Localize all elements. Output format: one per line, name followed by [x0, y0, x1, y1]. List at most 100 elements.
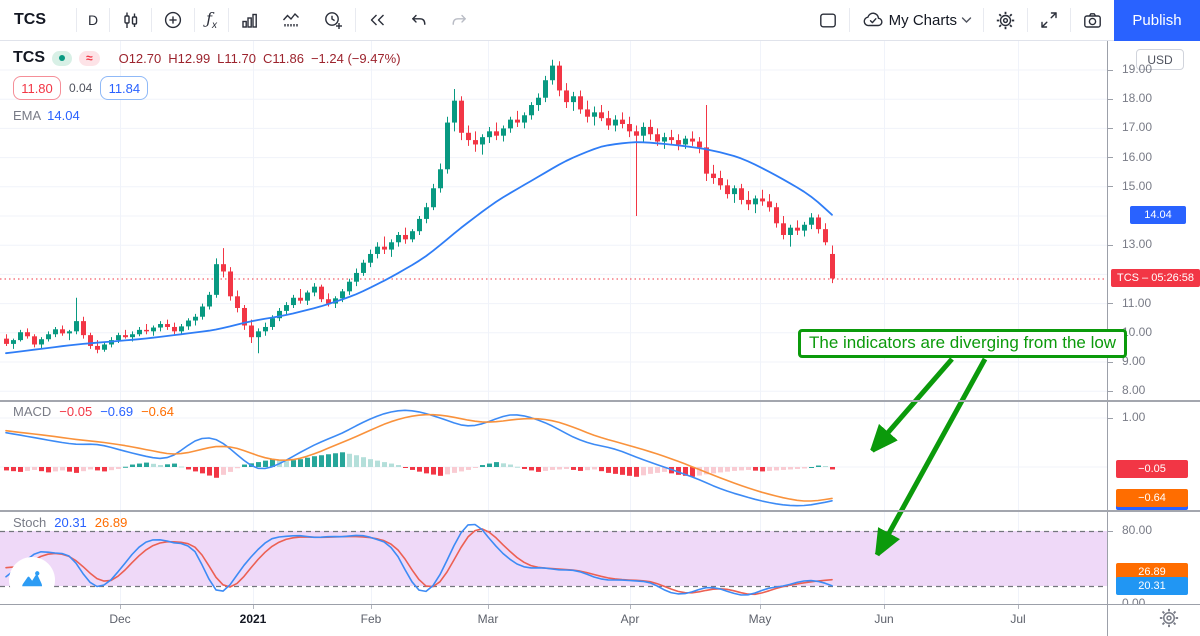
- axis-tick: [1108, 417, 1113, 419]
- interval-button[interactable]: D: [88, 12, 99, 28]
- annotation-arrows[interactable]: [872, 357, 988, 555]
- macd-signal-value: −0.64: [141, 404, 174, 419]
- axis-tick-label: 18.00: [1122, 91, 1153, 106]
- gear-icon: [1159, 608, 1179, 628]
- ema-legend[interactable]: EMA 14.04: [13, 108, 401, 123]
- redo-icon: [452, 14, 466, 25]
- redo-button[interactable]: [439, 0, 480, 40]
- macd-line-value: −0.69: [100, 404, 134, 419]
- axis-tick: [1108, 390, 1113, 392]
- axis-tick: [1108, 361, 1113, 363]
- toolbar-separator: [151, 8, 153, 32]
- price-axis[interactable]: USD 19.00 18.00 17.00 16.00 15.00 13.00 11.00 1…: [1107, 41, 1200, 610]
- settings-gear-icon: [996, 11, 1015, 29]
- stoch-k-line[interactable]: [5, 523, 833, 596]
- compare-add-icon: [165, 11, 182, 29]
- macd-label: MACD: [13, 404, 52, 419]
- buy-ask-button[interactable]: 11.84: [100, 76, 149, 100]
- bar-replay-button[interactable]: [356, 0, 398, 40]
- axis-tick: [1108, 69, 1113, 71]
- symbol-search-button[interactable]: TCS: [14, 11, 46, 28]
- layout-button[interactable]: [807, 0, 849, 40]
- indicator-template-icon: [283, 12, 300, 26]
- stoch-legend[interactable]: Stoch 20.31 26.89: [13, 515, 127, 530]
- spread-value: 0.04: [69, 81, 93, 95]
- time-axis-settings-button[interactable]: [1158, 607, 1180, 634]
- time-tick: [253, 605, 254, 609]
- time-tick: [630, 605, 631, 609]
- time-axis[interactable]: Dec 2021 Feb Mar Apr May Jun Jul: [0, 604, 1200, 636]
- axis-tick-label: 13.00: [1122, 237, 1153, 252]
- ema-value: 14.04: [47, 108, 80, 123]
- layout-grid-icon: [819, 13, 836, 28]
- gridlines: [0, 41, 1107, 604]
- stoch-k-value: 20.31: [54, 515, 87, 530]
- fullscreen-icon: [1041, 12, 1057, 28]
- price-chart-canvas[interactable]: [0, 41, 1107, 604]
- legend-symbol[interactable]: TCS: [13, 49, 45, 66]
- ohlc-values: O12.70 H12.99 L11.70 C11.86 −1.24 (−9.47…: [119, 51, 401, 66]
- ema-line[interactable]: [5, 141, 833, 355]
- cloud-check-icon: [863, 12, 883, 27]
- chart-settings-button[interactable]: [984, 0, 1027, 40]
- low-value: L11.70: [217, 50, 256, 66]
- fullscreen-button[interactable]: [1028, 0, 1070, 40]
- axis-tick-label: 80.00: [1122, 523, 1153, 537]
- toolbar-separator: [109, 8, 111, 32]
- annotation-text-box[interactable]: The indicators are diverging from the lo…: [798, 329, 1128, 358]
- axis-tick-label: 10.00: [1122, 324, 1153, 339]
- axis-tick: [1108, 244, 1113, 246]
- tradingview-logo-icon: [22, 571, 43, 587]
- axis-tick-label: 19.00: [1122, 62, 1153, 76]
- time-tick: [760, 605, 761, 609]
- currency-axis-button[interactable]: USD: [1136, 49, 1184, 70]
- axis-tick: [1108, 157, 1113, 159]
- compare-add-button[interactable]: [152, 0, 194, 40]
- snapshot-button[interactable]: [1071, 0, 1114, 40]
- time-tick: [884, 605, 885, 609]
- stoch-label: Stoch: [13, 515, 47, 530]
- toolbar-separator: [355, 8, 357, 32]
- macd-hist-label: −0.05: [1116, 460, 1188, 479]
- stoch-d-value: 26.89: [94, 515, 128, 530]
- toolbar-right-group: My Charts: [807, 0, 1200, 41]
- time-label-apr: Apr: [620, 612, 640, 626]
- time-label-jul: Jul: [1010, 612, 1026, 626]
- approx-data-icon[interactable]: ≈: [79, 50, 100, 66]
- undo-button[interactable]: [398, 0, 439, 40]
- stoch-d-label: 26.89: [1116, 562, 1188, 581]
- axis-tick-label: 15.00: [1122, 178, 1153, 193]
- toolbar-separator: [1027, 8, 1028, 32]
- candles-series[interactable]: [4, 59, 835, 354]
- alert-button[interactable]: [312, 0, 355, 40]
- data-status-dot-icon[interactable]: [52, 50, 72, 66]
- alert-clock-add-icon: [325, 11, 343, 29]
- tradingview-logo-button[interactable]: [9, 557, 55, 603]
- macd-line[interactable]: [5, 409, 833, 507]
- axis-tick-label: 1.00: [1122, 410, 1146, 424]
- macd-legend[interactable]: MACD −0.05 −0.69 −0.64: [13, 404, 174, 419]
- bar-replay-icon: [370, 14, 385, 26]
- indicator-template-button[interactable]: [270, 0, 312, 40]
- axis-tick: [1108, 530, 1113, 532]
- time-tick: [371, 605, 372, 609]
- indicators-button[interactable]: ƒx: [195, 0, 228, 40]
- time-axis-corner: [1107, 605, 1200, 636]
- stoch-k-label: 20.31: [1116, 576, 1188, 595]
- pane-separator-macd[interactable]: [0, 400, 1200, 402]
- volume-columns-button[interactable]: [229, 0, 270, 40]
- my-charts-button[interactable]: My Charts: [850, 0, 983, 40]
- volume-columns-icon: [242, 13, 257, 28]
- axis-tick-label: 8.00: [1122, 383, 1146, 398]
- symbol-countdown-label: TCS – 05:26:58: [1111, 269, 1200, 288]
- stoch-d-line[interactable]: [5, 528, 833, 596]
- macd-signal-line[interactable]: [5, 413, 833, 502]
- publish-button[interactable]: Publish: [1114, 0, 1200, 41]
- pane-separator-stoch[interactable]: [0, 510, 1200, 512]
- chart-style-button[interactable]: [110, 0, 151, 40]
- sell-bid-button[interactable]: 11.80: [13, 76, 61, 100]
- time-label-dec: Dec: [109, 612, 131, 626]
- stoch-overbought-oversold-band: [0, 531, 1107, 586]
- axis-tick: [1108, 186, 1113, 188]
- toolbar-separator: [848, 8, 850, 32]
